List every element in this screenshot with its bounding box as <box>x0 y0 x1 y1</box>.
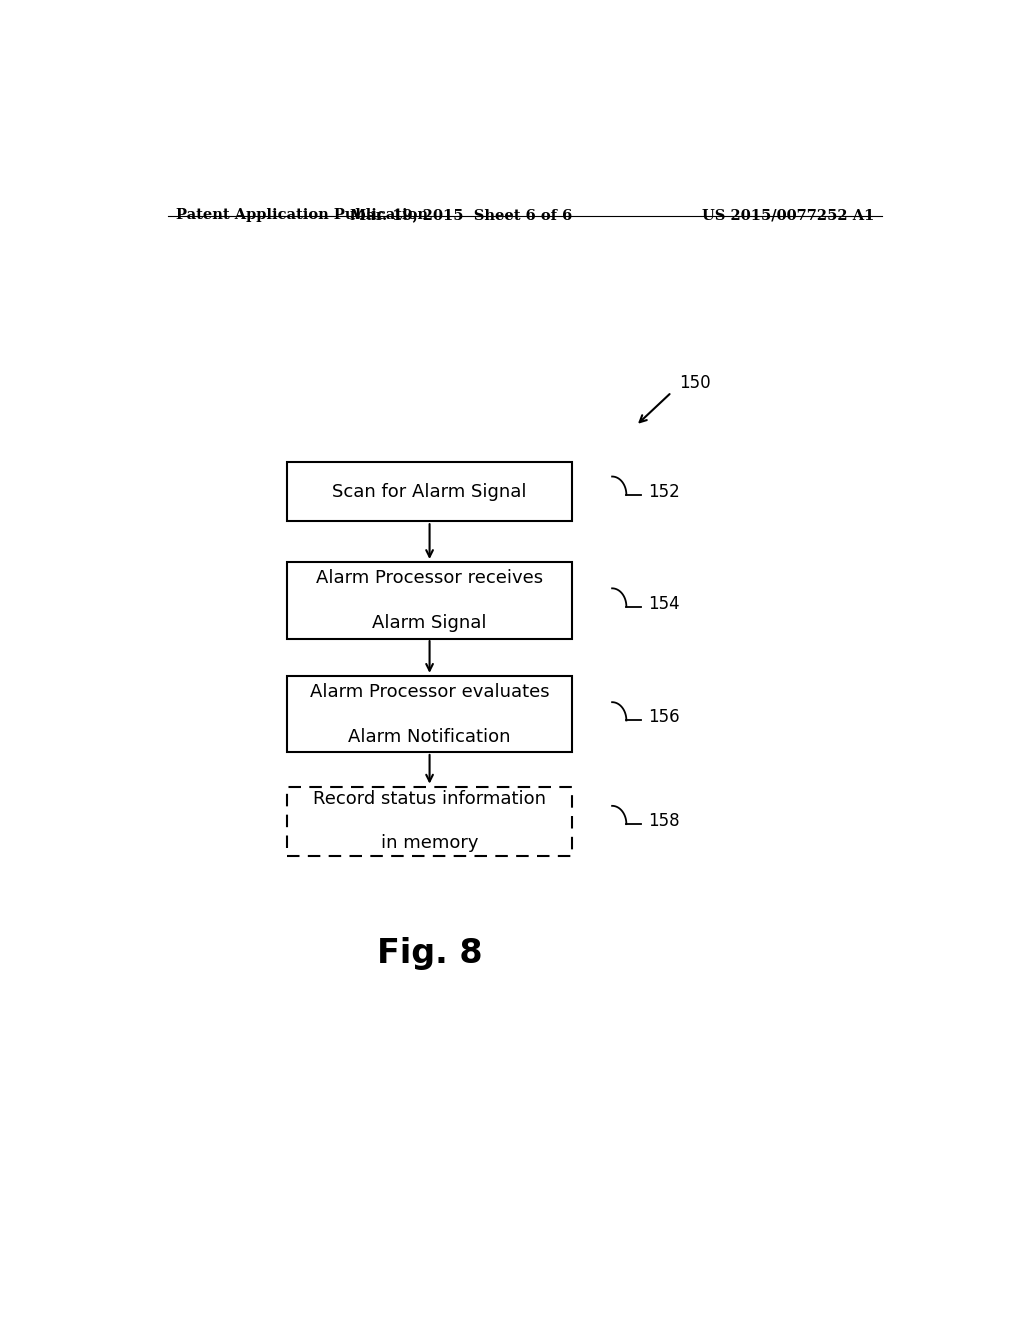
Bar <box>287 787 572 855</box>
Text: in memory: in memory <box>381 834 478 853</box>
Text: 158: 158 <box>648 812 680 830</box>
Text: 150: 150 <box>680 374 712 392</box>
Text: Mar. 19, 2015  Sheet 6 of 6: Mar. 19, 2015 Sheet 6 of 6 <box>350 209 572 222</box>
Text: 152: 152 <box>648 483 680 500</box>
Text: 154: 154 <box>648 594 680 612</box>
Text: Alarm Signal: Alarm Signal <box>373 614 486 632</box>
Bar <box>287 676 572 752</box>
Text: Alarm Processor evaluates: Alarm Processor evaluates <box>309 682 550 701</box>
Text: Scan for Alarm Signal: Scan for Alarm Signal <box>333 483 526 500</box>
Text: Alarm Notification: Alarm Notification <box>348 727 511 746</box>
Text: Alarm Processor receives: Alarm Processor receives <box>316 569 543 587</box>
Text: 156: 156 <box>648 709 680 726</box>
Text: Patent Application Publication: Patent Application Publication <box>176 209 428 222</box>
Bar <box>287 462 572 521</box>
Text: Fig. 8: Fig. 8 <box>377 937 482 970</box>
Text: US 2015/0077252 A1: US 2015/0077252 A1 <box>701 209 873 222</box>
Text: Record status information: Record status information <box>313 789 546 808</box>
Bar <box>287 562 572 639</box>
